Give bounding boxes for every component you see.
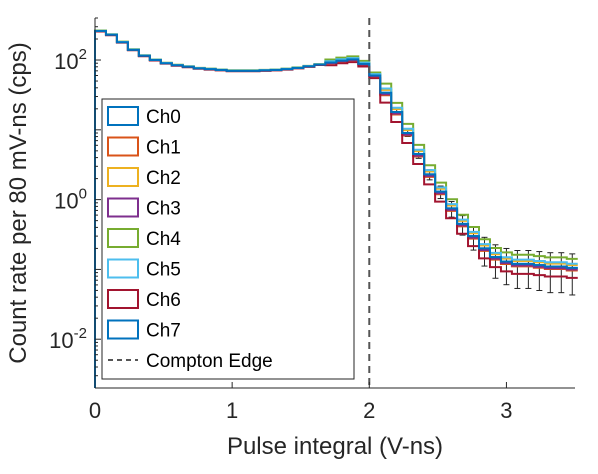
legend-label: Ch7: [146, 321, 181, 342]
legend-label: Ch6: [146, 290, 181, 311]
legend-label: Ch2: [146, 168, 181, 189]
y-axis-label: Count rate per 80 mV-ns (cps): [5, 42, 32, 363]
legend-label: Compton Edge: [146, 351, 273, 372]
legend-label: Ch4: [146, 229, 181, 250]
x-ticks: 0 1 2 3: [89, 382, 513, 423]
x-tick-label: 0: [89, 398, 101, 423]
x-tick-label: 2: [363, 398, 375, 423]
legend-swatch-ch7: [107, 319, 139, 340]
legend-swatch-ch4: [107, 228, 139, 248]
x-tick-label: 3: [500, 398, 512, 423]
legend-label: Ch5: [146, 260, 181, 281]
legend-swatch-ch0: [107, 106, 139, 126]
y-tick-label: 10-2: [49, 325, 87, 353]
legend-swatch-ch2: [107, 167, 139, 187]
legend-label: Ch0: [146, 107, 181, 128]
legend-swatch-ch5: [107, 258, 139, 279]
y-ticks: 10-2 100 102: [49, 17, 101, 389]
x-tick-label: 1: [226, 398, 238, 423]
legend-swatch-ch3: [107, 197, 139, 218]
y-tick-label: 102: [54, 46, 87, 74]
legend: Ch0 Ch1 Ch2 Ch3 Ch4 Ch5 Ch6 Ch7 Compton Edge: [101, 98, 355, 380]
x-axis-label: Pulse integral (V-ns): [227, 433, 443, 460]
series-ch7: [94, 30, 578, 388]
legend-box: [101, 98, 355, 380]
y-tick-label: 100: [54, 186, 87, 214]
legend-swatch-ch1: [107, 136, 139, 157]
series-lines: [94, 29, 578, 388]
legend-label: Ch3: [146, 199, 181, 220]
legend-swatch-ch6: [107, 289, 139, 309]
legend-label: Ch1: [146, 138, 181, 159]
